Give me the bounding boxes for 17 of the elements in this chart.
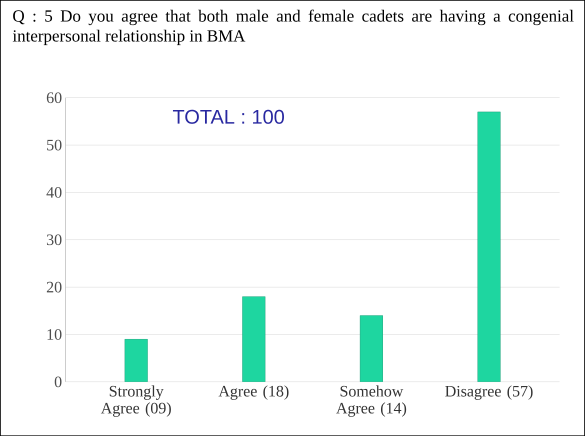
chart-title: Q : 5 Do you agree that both male and female cadets are having a congenial interpersonal relationship in BMA (12, 10, 574, 46)
y-tick-label: 10 (48, 329, 62, 340)
x-tick-label: Somehow Agree (14) (336, 385, 406, 417)
bar (124, 338, 148, 382)
x-tick-label: Strongly Agree (09) (100, 385, 171, 417)
annotation: TOTAL : 100 (172, 110, 284, 124)
y-tick-label: 30 (46, 234, 62, 246)
y-tick-label: 20 (46, 282, 62, 292)
y-tick-label: 50 (47, 140, 62, 150)
x-tick-label: Agree (18) (218, 385, 289, 400)
y-tick-label: 40 (46, 187, 62, 198)
bar (242, 296, 266, 382)
x-tick-label: Disagree (57) (445, 385, 533, 400)
y-tick-label: 60 (46, 92, 62, 104)
y-tick-label: 0 (54, 376, 62, 388)
bar (360, 315, 383, 382)
bar (477, 112, 501, 382)
